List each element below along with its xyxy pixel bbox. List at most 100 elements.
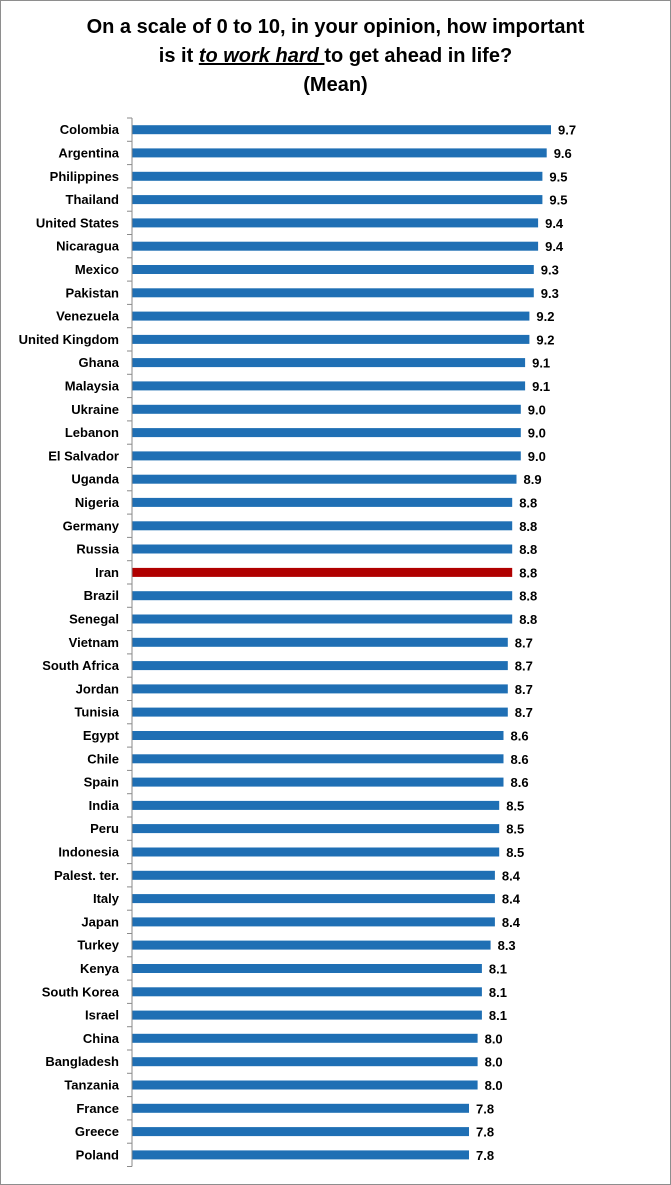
category-label: Chile xyxy=(87,751,119,766)
category-label: Vietnam xyxy=(69,635,119,650)
title-line-3: (Mean) xyxy=(303,74,368,96)
bar xyxy=(132,824,500,834)
category-label: United States xyxy=(36,215,119,230)
bar xyxy=(132,637,508,647)
bar xyxy=(132,148,547,158)
bar xyxy=(132,1033,478,1043)
category-label: South Africa xyxy=(42,658,120,673)
category-label: Pakistan xyxy=(66,285,120,300)
category-label: India xyxy=(89,798,120,813)
bar xyxy=(132,847,500,857)
title-line-2-post: to get ahead in life? xyxy=(324,45,513,67)
category-label: Tanzania xyxy=(64,1078,119,1093)
data-label: 9.0 xyxy=(528,449,546,464)
bar xyxy=(132,404,521,414)
bar xyxy=(132,1127,469,1137)
bar xyxy=(132,218,539,228)
bar xyxy=(132,358,526,368)
bar xyxy=(132,1057,478,1067)
bar xyxy=(132,311,530,321)
bar xyxy=(132,661,508,671)
data-label: 8.8 xyxy=(519,565,537,580)
data-label: 8.8 xyxy=(519,612,537,627)
category-label: Israel xyxy=(85,1008,119,1023)
category-label: Spain xyxy=(84,775,119,790)
category-label: United Kingdom xyxy=(19,332,119,347)
category-label: Philippines xyxy=(50,169,119,184)
category-label: Turkey xyxy=(77,938,119,953)
data-label: 8.7 xyxy=(515,659,533,674)
category-label: Iran xyxy=(95,565,119,580)
data-label: 8.4 xyxy=(502,892,521,907)
category-label: China xyxy=(83,1031,120,1046)
bar xyxy=(132,987,482,997)
data-label: 7.8 xyxy=(476,1125,494,1140)
category-label: Jordan xyxy=(76,681,119,696)
data-label: 8.8 xyxy=(519,519,537,534)
chart-title: On a scale of 0 to 10, in your opinion, … xyxy=(1,13,670,100)
data-label: 8.3 xyxy=(498,938,516,953)
bar xyxy=(132,777,504,787)
bar xyxy=(132,894,495,904)
data-label: 8.6 xyxy=(511,775,529,790)
data-label: 9.0 xyxy=(528,426,546,441)
bar xyxy=(132,870,495,880)
category-label: Peru xyxy=(90,821,119,836)
data-label: 8.1 xyxy=(489,985,507,1000)
category-label: Lebanon xyxy=(65,425,119,440)
data-label: 9.3 xyxy=(541,286,559,301)
category-label: Palest. ter. xyxy=(54,868,119,883)
bar xyxy=(132,497,513,507)
category-label: Greece xyxy=(75,1124,119,1139)
bar xyxy=(132,1010,482,1020)
category-label: France xyxy=(76,1101,119,1116)
bar xyxy=(132,800,500,810)
bar xyxy=(132,171,543,181)
data-label: 8.4 xyxy=(502,915,521,930)
category-label: Ukraine xyxy=(71,402,119,417)
category-label: South Korea xyxy=(42,984,120,999)
category-label: Mexico xyxy=(75,262,119,277)
data-label: 9.2 xyxy=(536,309,554,324)
category-label: Poland xyxy=(76,1147,119,1162)
data-label: 8.6 xyxy=(511,752,529,767)
category-label: Thailand xyxy=(66,192,120,207)
bar xyxy=(132,1103,469,1113)
category-label: Uganda xyxy=(71,472,119,487)
bar xyxy=(132,684,508,694)
data-label: 7.8 xyxy=(476,1148,494,1163)
category-label: Germany xyxy=(63,518,120,533)
bar xyxy=(132,1080,478,1090)
data-label: 9.4 xyxy=(545,239,564,254)
category-label: Malaysia xyxy=(65,378,120,393)
data-label: 9.0 xyxy=(528,402,546,417)
data-label: 8.6 xyxy=(511,729,529,744)
category-label: Japan xyxy=(81,914,119,929)
bar xyxy=(132,428,521,438)
data-label: 8.5 xyxy=(506,798,524,813)
category-label: Nicaragua xyxy=(56,239,120,254)
bar xyxy=(132,614,513,624)
data-label: 8.7 xyxy=(515,635,533,650)
category-label: Kenya xyxy=(80,961,120,976)
bar xyxy=(132,731,504,740)
category-label: Venezuela xyxy=(56,309,120,324)
data-label: 8.7 xyxy=(515,705,533,720)
category-label: Bangladesh xyxy=(45,1054,119,1069)
bar xyxy=(132,1150,469,1160)
data-label: 9.1 xyxy=(532,356,550,371)
data-label: 8.1 xyxy=(489,1008,507,1023)
category-label: El Salvador xyxy=(48,448,119,463)
data-label: 8.0 xyxy=(485,1055,503,1070)
bar xyxy=(132,917,495,927)
data-label: 8.8 xyxy=(519,542,537,557)
category-label: Senegal xyxy=(69,612,119,627)
category-label: Argentina xyxy=(58,145,119,160)
bar xyxy=(132,754,504,764)
category-label: Nigeria xyxy=(75,495,120,510)
bar xyxy=(132,474,517,484)
data-label: 9.5 xyxy=(549,193,567,208)
bar xyxy=(132,241,539,251)
